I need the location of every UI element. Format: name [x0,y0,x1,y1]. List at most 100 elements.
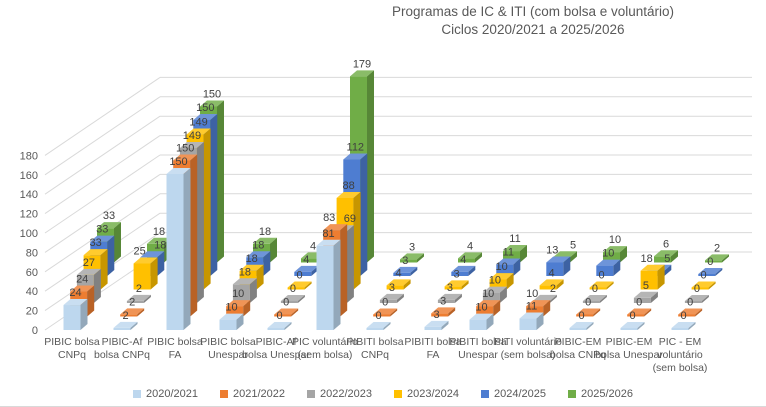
bar[interactable] [63,299,88,330]
bar-face [539,285,557,290]
bar[interactable] [640,264,665,290]
bar[interactable] [226,300,251,317]
bar[interactable] [386,279,411,290]
bar-face [367,70,374,263]
bar[interactable] [316,239,341,330]
data-label: 0 [585,297,591,309]
legend-item[interactable]: 2020/2021 [133,388,198,400]
bar-face [496,258,521,265]
legend-item[interactable]: 2025/2026 [568,388,633,400]
bar[interactable] [576,308,601,317]
bar[interactable] [400,253,424,263]
bar-face [90,235,115,242]
y-axis-tick-label: 40 [26,286,38,298]
bar[interactable] [569,322,594,330]
bar-face [93,268,101,303]
bar[interactable] [496,258,521,276]
bar[interactable] [437,293,462,303]
bar[interactable] [133,257,158,290]
bar-face [589,281,614,288]
bar[interactable] [589,281,614,290]
bar[interactable] [489,273,514,290]
bar-face [627,314,645,317]
bar[interactable] [469,313,494,330]
bar[interactable] [280,295,305,303]
data-label: 81 [322,228,334,240]
bar-face [196,142,204,303]
bar[interactable] [451,265,476,276]
bar[interactable] [379,293,404,303]
bar[interactable] [671,322,696,330]
bar-face [113,321,138,328]
bar[interactable] [373,308,398,317]
bar[interactable] [691,281,716,290]
data-label: 69 [344,213,356,225]
data-label: 18 [153,226,165,238]
bar-face [454,293,462,303]
legend-item[interactable]: 2021/2022 [220,388,285,400]
legend-item[interactable]: 2024/2025 [481,388,546,400]
bar-face [633,297,651,303]
bar[interactable] [503,245,527,263]
bar[interactable] [274,308,299,317]
bar-face [582,295,607,301]
bar[interactable] [678,308,703,317]
bar-face [678,308,703,315]
bar[interactable] [232,278,257,303]
bar-face [253,237,277,244]
bar[interactable] [113,321,138,330]
bar-face [654,256,671,263]
bar-face [333,239,341,330]
bar[interactable] [526,300,551,317]
legend-item[interactable]: 2022/2023 [307,388,372,400]
bar-face [287,281,312,288]
bar[interactable] [393,266,418,276]
bar[interactable] [126,294,151,303]
bar[interactable] [603,246,627,263]
bar[interactable] [546,256,571,276]
bar[interactable] [582,295,607,303]
bar-face [698,274,716,276]
bar[interactable] [684,295,709,303]
bar[interactable] [705,254,729,263]
bar-face [657,264,665,290]
bar[interactable] [219,313,244,330]
bar[interactable] [620,322,645,330]
bar[interactable] [654,250,678,263]
bar[interactable] [627,308,652,317]
bar-face [596,265,614,276]
bar-face [396,293,404,303]
data-label: 5 [643,280,649,292]
data-label: 11 [509,233,520,245]
bar[interactable] [482,286,507,303]
legend-item[interactable]: 2023/2024 [394,388,459,400]
data-label: 150 [176,143,194,155]
bar[interactable] [444,280,469,290]
bar[interactable] [458,252,482,263]
bar-face [107,235,115,276]
bar[interactable] [287,281,312,290]
bar[interactable] [519,312,544,330]
bar-face [526,300,551,307]
bar-face [546,256,571,263]
bar[interactable] [267,322,292,330]
bar[interactable] [596,259,621,276]
bar[interactable] [366,322,391,330]
bar[interactable] [698,268,723,276]
bar[interactable] [633,291,658,303]
bar[interactable] [166,168,191,330]
bar[interactable] [431,307,456,317]
bar[interactable] [476,300,501,317]
gridline-wall [44,76,161,156]
bar-face [620,322,645,328]
bar-face [350,70,374,77]
bar-face [576,308,601,315]
bar[interactable] [424,320,449,330]
category-label: PIBIC-Af bolsa Unespar [242,336,310,361]
bar-face [715,268,723,276]
data-label: 3 [389,282,395,294]
bar[interactable] [539,279,564,290]
data-label: 4 [310,240,316,252]
bar[interactable] [120,308,145,317]
y-axis-tick-label: 80 [26,247,38,259]
